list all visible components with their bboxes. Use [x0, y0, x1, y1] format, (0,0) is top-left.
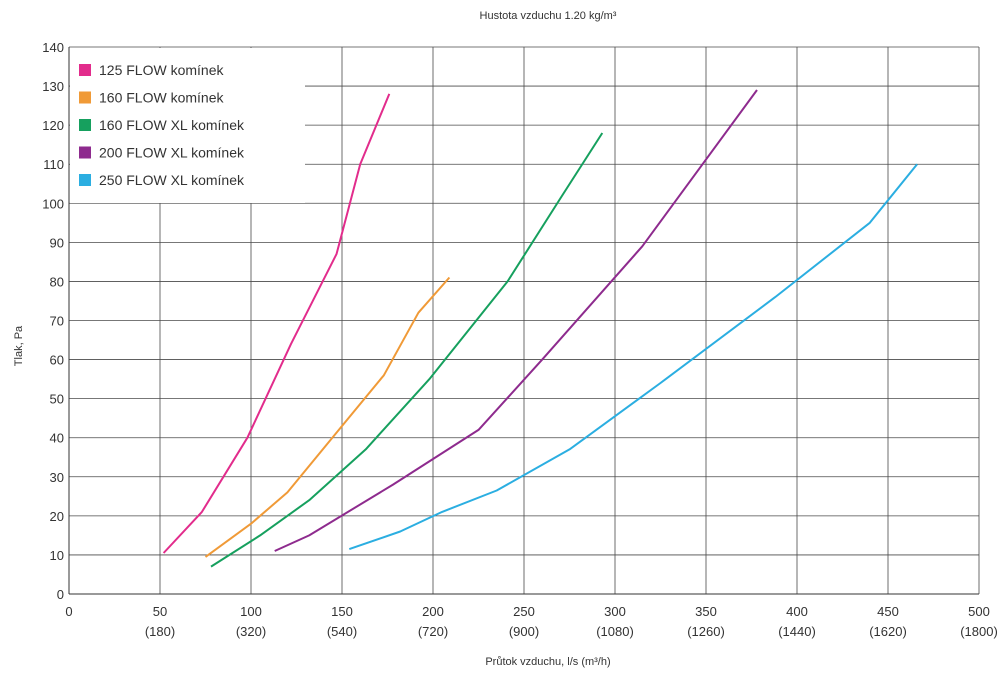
legend-swatch — [79, 91, 91, 104]
legend-label: 160 FLOW komínek — [99, 90, 224, 106]
y-tick-label: 30 — [50, 470, 64, 485]
x-axis-label: Průtok vzduchu, l/s (m³/h) — [485, 656, 610, 668]
x-tick-sublabel: (540) — [327, 624, 357, 639]
y-tick-label: 130 — [42, 79, 64, 94]
x-tick-label: 50 — [153, 604, 167, 619]
y-tick-label: 90 — [50, 235, 64, 250]
axes: 0 10 20 30 40 50 60 70 80 90 100 110 120 130 140 0 50 (18… — [42, 40, 997, 639]
x-tick-label: 0 — [65, 604, 72, 619]
x-tick-sublabel: (1080) — [596, 624, 634, 639]
legend-swatch — [79, 174, 91, 186]
x-tick-label: 100 — [240, 604, 262, 619]
series-line — [210, 132, 604, 568]
series-line — [204, 276, 451, 558]
legend-box — [70, 48, 305, 203]
x-tick-label: 200 — [422, 604, 444, 619]
x-tick-sublabel: (180) — [145, 624, 175, 639]
y-tick-label: 120 — [42, 118, 64, 133]
y-tick-label: 60 — [50, 353, 64, 368]
y-tick-label: 70 — [50, 314, 64, 329]
series-line — [274, 89, 758, 552]
legend-label: 160 FLOW XL komínek — [99, 117, 245, 133]
y-tick-label: 80 — [50, 274, 64, 289]
y-tick-label: 110 — [43, 157, 64, 172]
legend: 125 FLOW komínek 160 FLOW komínek 160 FLOW… — [70, 48, 305, 203]
legend-swatch — [79, 64, 91, 76]
x-tick-label: 500 — [968, 604, 990, 619]
x-tick-sublabel: (900) — [509, 624, 539, 639]
x-tick-label: 350 — [695, 604, 717, 619]
grid — [69, 46, 980, 594]
y-tick-label: 40 — [50, 431, 64, 446]
chart-subtitle: Hustota vzduchu 1.20 kg/m³ — [480, 10, 617, 22]
legend-swatch — [79, 119, 91, 131]
x-tick-label: 450 — [877, 604, 899, 619]
x-tick-sublabel: (720) — [418, 624, 448, 639]
series-line — [348, 163, 918, 551]
y-tick-label: 20 — [50, 509, 64, 524]
y-tick-label: 100 — [42, 196, 64, 211]
legend-label: 125 FLOW komínek — [99, 62, 224, 78]
x-tick-sublabel: (1260) — [687, 624, 725, 639]
y-axis-label: Tlak, Pa — [13, 325, 25, 366]
y-tick-label: 50 — [50, 392, 64, 407]
series-line — [162, 93, 391, 554]
y-tick-label: 10 — [50, 548, 64, 563]
legend-label: 200 FLOW XL komínek — [99, 145, 245, 161]
x-tick-label: 300 — [604, 604, 626, 619]
x-tick-sublabel: (1620) — [869, 624, 907, 639]
x-tick-label: 250 — [513, 604, 535, 619]
x-tick-label: 150 — [331, 604, 353, 619]
y-tick-label: 0 — [57, 587, 64, 602]
legend-swatch — [79, 146, 91, 159]
legend-label: 250 FLOW XL komínek — [99, 172, 245, 188]
x-tick-sublabel: (1440) — [778, 624, 816, 639]
y-tick-label: 140 — [42, 40, 64, 55]
x-tick-sublabel: (320) — [236, 624, 266, 639]
x-tick-label: 400 — [786, 604, 808, 619]
x-tick-sublabel: (1800) — [960, 624, 998, 639]
series-lines — [162, 89, 918, 568]
